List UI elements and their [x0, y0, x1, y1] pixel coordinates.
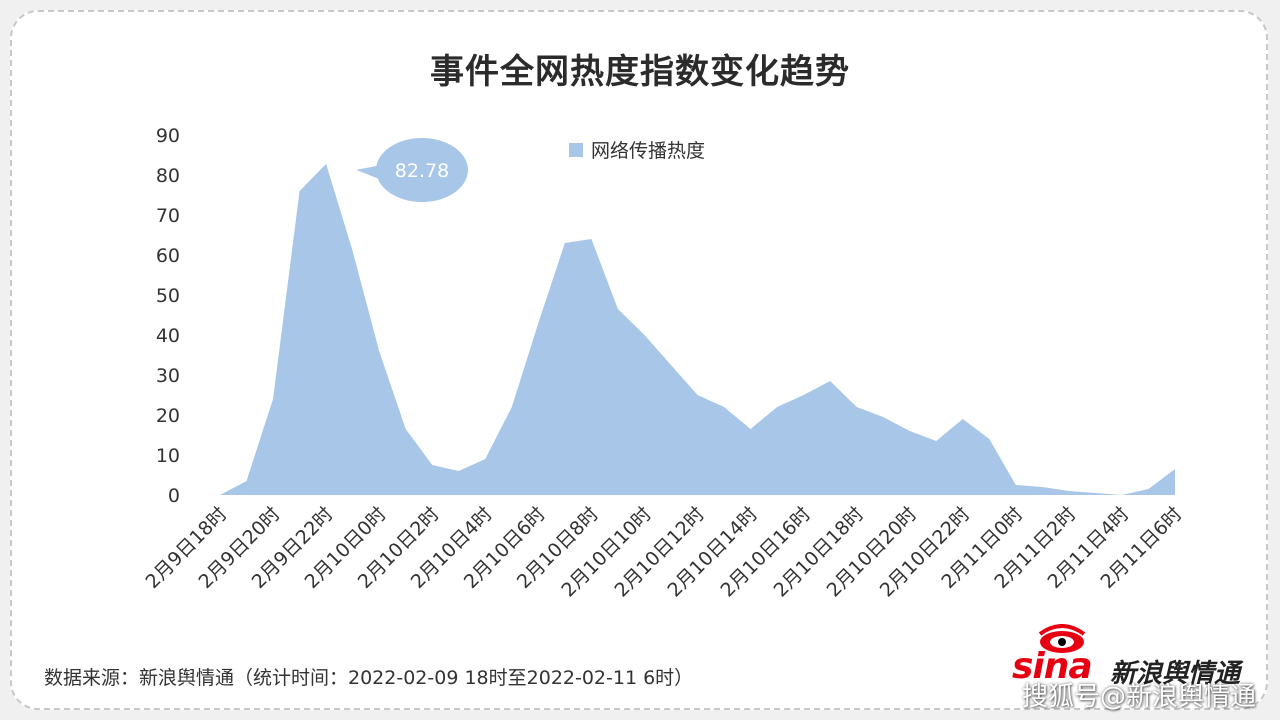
- y-tick-label: 0: [168, 485, 180, 507]
- annotations: 82.78: [356, 138, 468, 202]
- brand-name: 新浪舆情通: [1110, 659, 1241, 689]
- data-source-note: 数据来源：新浪舆情通（统计时间：2022-02-09 18时至2022-02-1…: [44, 667, 694, 689]
- series-area: [220, 163, 1175, 495]
- y-tick-label: 80: [156, 165, 180, 187]
- y-tick-label: 20: [156, 405, 180, 427]
- plot-area: [219, 163, 1176, 496]
- y-tick-label: 10: [156, 445, 180, 467]
- watermark: 搜狐号@新浪舆情通: [1022, 682, 1257, 712]
- x-axis: 2月9日18时2月9日20时2月9日22时2月10日0时2月10日2时2月10日…: [141, 503, 1186, 602]
- y-tick-label: 60: [156, 245, 180, 267]
- legend-label: 网络传播热度: [591, 140, 705, 162]
- y-tick-label: 50: [156, 285, 180, 307]
- sina-logo-text: sina: [1012, 646, 1093, 687]
- callout-bubble: [376, 138, 468, 202]
- callout-value-label: 82.78: [395, 160, 449, 182]
- chart-title: 事件全网热度指数变化趋势: [430, 52, 850, 92]
- legend-swatch: [569, 143, 583, 157]
- sina-yuqingtong-logo: sina 新浪舆情通: [1012, 624, 1262, 714]
- sina-eye-icon: [1038, 624, 1086, 653]
- y-tick-label: 40: [156, 325, 180, 347]
- y-tick-label: 30: [156, 365, 180, 387]
- y-tick-label: 70: [156, 205, 180, 227]
- y-tick-label: 90: [156, 125, 180, 147]
- y-axis: 0 10 20 30 40 50 60 70 80 90: [156, 125, 180, 507]
- legend: 网络传播热度: [569, 140, 705, 162]
